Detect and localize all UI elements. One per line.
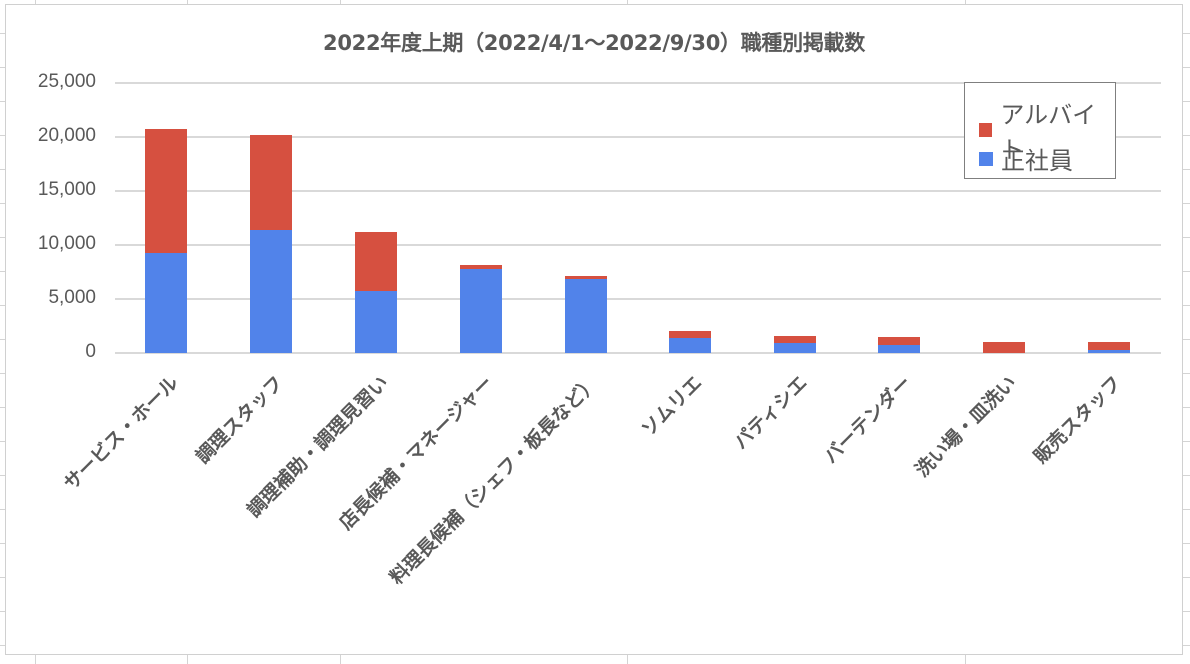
row-divider <box>0 135 6 136</box>
row-divider <box>1183 135 1190 136</box>
plot-area: 0 5,000 10,000 15,000 20,000 25,000 サービス・ホール 調理… <box>6 5 1184 656</box>
legend-item-arubaito: アルバイト <box>979 95 1115 165</box>
row-divider <box>0 543 6 544</box>
row-divider <box>1183 305 1190 306</box>
row-divider <box>0 67 6 68</box>
y-tick-label: 5,000 <box>48 287 96 308</box>
row-divider <box>1183 509 1190 510</box>
bar-segment-seishain[interactable] <box>1088 349 1130 353</box>
gridline <box>115 244 1161 246</box>
row-divider <box>1183 407 1190 408</box>
legend-swatch-red <box>979 123 993 137</box>
bar-segment-seishain[interactable] <box>774 342 816 353</box>
bar-segment-arubaito[interactable] <box>1088 342 1130 350</box>
bar-segment-seishain[interactable] <box>145 253 187 353</box>
bar-4[interactable] <box>565 275 607 353</box>
x-category-label: 調理スタッフ <box>191 371 288 468</box>
x-category-label: サービス・ホール <box>59 371 183 495</box>
row-divider <box>1183 373 1190 374</box>
bar-segment-arubaito[interactable] <box>355 232 397 291</box>
bar-segment-seishain[interactable] <box>565 279 607 353</box>
row-divider <box>0 475 6 476</box>
row-divider <box>1183 577 1190 578</box>
row-divider <box>1183 475 1190 476</box>
bar-segment-arubaito[interactable] <box>983 342 1025 353</box>
bar-segment-seishain[interactable] <box>878 344 920 353</box>
y-tick-label: 15,000 <box>37 179 96 200</box>
bar-segment-arubaito[interactable] <box>145 129 187 254</box>
bar-segment-arubaito[interactable] <box>774 335 816 343</box>
gridline <box>115 352 1161 354</box>
bar-segment-arubaito[interactable] <box>565 275 607 279</box>
bar-segment-seishain[interactable] <box>669 337 711 353</box>
row-divider <box>1183 611 1190 612</box>
row-divider <box>0 407 6 408</box>
row-divider <box>1183 339 1190 340</box>
x-category-label: 洗い場・皿洗い <box>911 371 1021 482</box>
row-divider <box>0 611 6 612</box>
bar-segment-seishain[interactable] <box>460 268 502 353</box>
x-category-label: パティシエ <box>729 371 812 454</box>
bar-0[interactable] <box>145 129 187 353</box>
bar-9[interactable] <box>1088 342 1130 353</box>
x-category-label: ソムリエ <box>637 371 707 441</box>
bar-7[interactable] <box>878 336 920 353</box>
row-divider <box>0 33 6 34</box>
legend-label: アルバイト <box>1000 101 1097 164</box>
row-divider <box>0 577 6 578</box>
bar-5[interactable] <box>669 330 711 353</box>
row-divider <box>0 271 6 272</box>
x-category-label: 料理長候補（シェフ・板長など） <box>385 371 603 589</box>
row-divider <box>0 101 6 102</box>
bar-segment-seishain[interactable] <box>250 229 292 353</box>
bar-segment-arubaito[interactable] <box>669 330 711 338</box>
bar-segment-arubaito[interactable] <box>250 134 292 230</box>
row-divider <box>1183 237 1190 238</box>
legend-item-seishain: 正社員 <box>979 141 1073 176</box>
row-divider <box>1183 67 1190 68</box>
bar-segment-arubaito[interactable] <box>878 336 920 345</box>
row-divider <box>1183 645 1190 646</box>
bar-segment-arubaito[interactable] <box>460 264 502 269</box>
row-divider <box>0 339 6 340</box>
gridline <box>115 136 1161 138</box>
x-category-label: バーテンダー <box>819 371 916 468</box>
row-divider <box>0 509 6 510</box>
row-divider <box>1183 271 1190 272</box>
row-divider <box>0 645 6 646</box>
row-divider <box>1183 101 1190 102</box>
chart-title: 2022年度上期（2022/4/1〜2022/9/30）職種別掲載数 <box>323 31 865 55</box>
bar-3[interactable] <box>460 264 502 353</box>
row-divider <box>1183 169 1190 170</box>
gridline <box>115 190 1161 192</box>
x-category-label: 販売スタッフ <box>1029 371 1126 468</box>
gridline <box>115 298 1161 300</box>
chart-object[interactable]: 2022年度上期（2022/4/1〜2022/9/30）職種別掲載数 0 5,00… <box>5 4 1183 655</box>
legend[interactable]: アルバイト 正社員 <box>964 82 1116 179</box>
gridline <box>115 82 1161 84</box>
row-divider <box>0 169 6 170</box>
y-tick-label: 10,000 <box>37 233 96 254</box>
row-divider <box>1183 441 1190 442</box>
y-tick-label: 20,000 <box>37 125 96 146</box>
row-divider <box>0 373 6 374</box>
row-divider <box>0 441 6 442</box>
row-divider <box>0 305 6 306</box>
bar-segment-seishain[interactable] <box>355 290 397 353</box>
bar-6[interactable] <box>774 335 816 353</box>
legend-swatch-blue <box>979 151 993 166</box>
row-divider <box>1183 203 1190 204</box>
row-divider <box>1183 543 1190 544</box>
row-divider <box>0 237 6 238</box>
bar-8[interactable] <box>983 342 1025 353</box>
row-divider <box>1183 33 1190 34</box>
y-tick-label: 0 <box>85 341 96 362</box>
bar-2[interactable] <box>355 232 397 353</box>
row-divider <box>0 203 6 204</box>
legend-label: 正社員 <box>1001 147 1073 175</box>
y-tick-label: 25,000 <box>37 71 96 92</box>
bar-1[interactable] <box>250 134 292 353</box>
